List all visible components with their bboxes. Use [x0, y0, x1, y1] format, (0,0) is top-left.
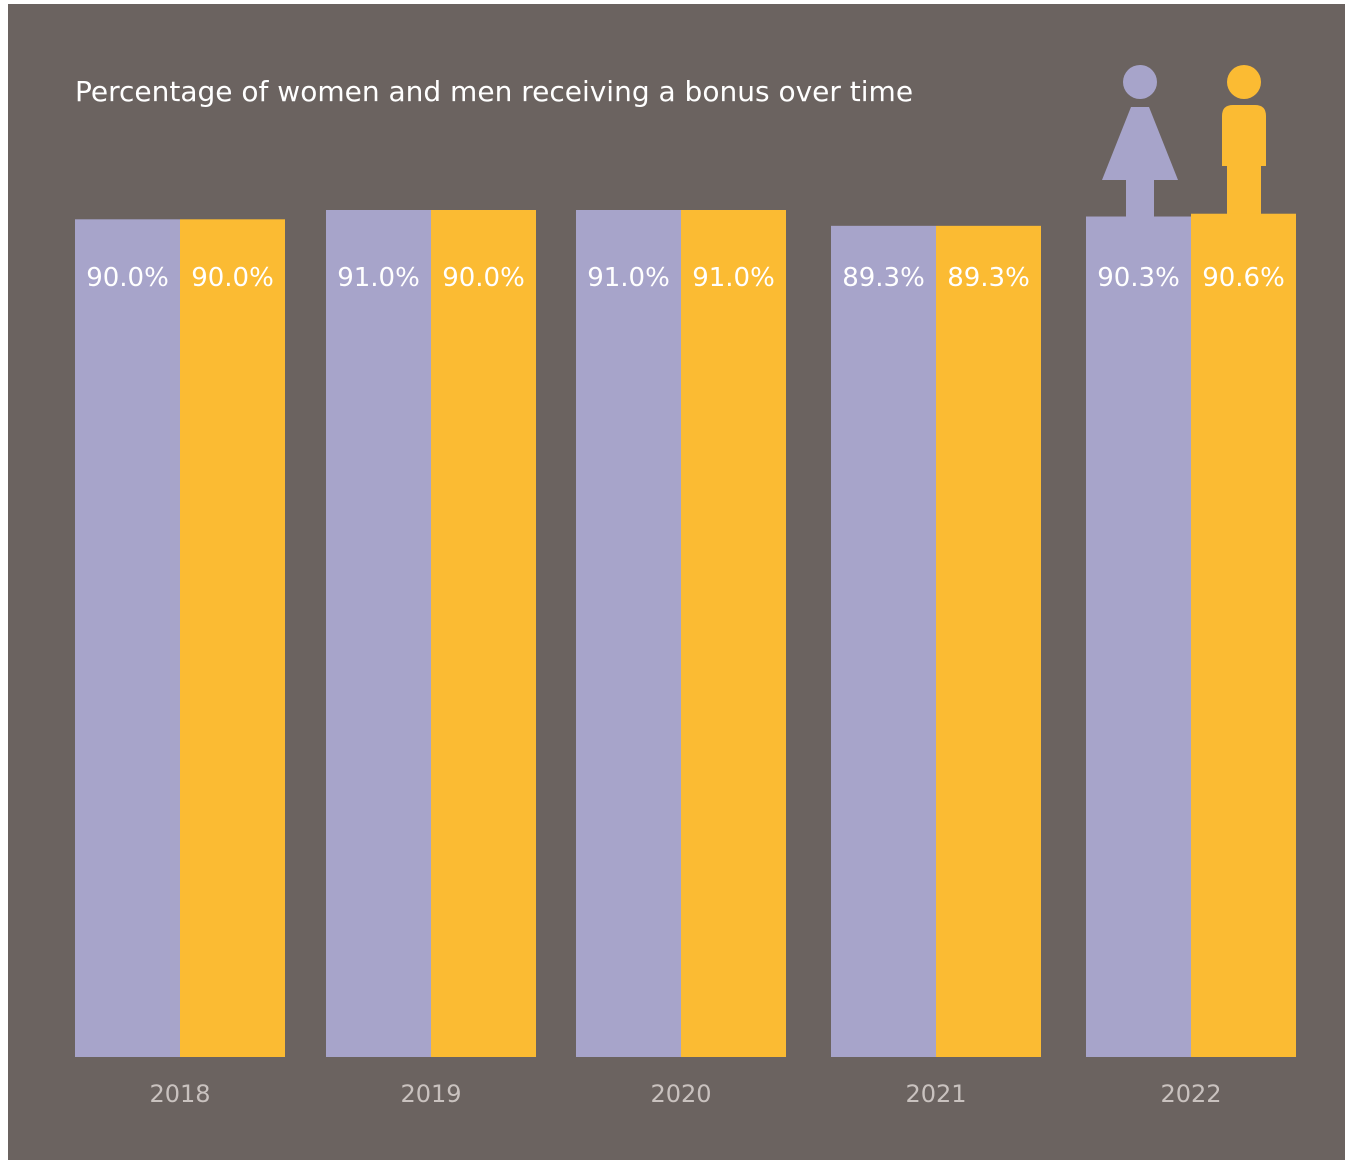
bar-men-2018 [180, 219, 285, 1058]
chart-title: Percentage of women and men receiving a … [75, 75, 913, 108]
x-tick-label-2022: 2022 [1160, 1080, 1221, 1108]
bar-women-2021 [831, 225, 936, 1058]
bar-women-2019 [326, 210, 431, 1057]
bar-men-2021 [936, 225, 1041, 1058]
bar-men-2020 [681, 210, 786, 1057]
bar-label-men-2018: 90.0% [191, 263, 274, 293]
labels-group: 90.0% 90.0% 2018 91.0% 90.0% 2019 91.0% 91.0% 20… [86, 263, 1285, 1108]
bar-label-men-2022: 90.6% [1202, 263, 1285, 293]
bars-group [75, 210, 1296, 1058]
bar-men-2022 [1191, 213, 1296, 1057]
x-tick-label-2019: 2019 [400, 1080, 461, 1108]
chart-svg: Percentage of women and men receiving a … [75, 65, 1296, 1108]
bar-label-men-2021: 89.3% [947, 263, 1030, 293]
chart-panel: Percentage of women and men receiving a … [8, 4, 1345, 1160]
bar-label-women-2019: 91.0% [337, 263, 420, 293]
x-tick-label-2020: 2020 [650, 1080, 711, 1108]
woman-figure-icon [1102, 65, 1178, 218]
bar-label-women-2022: 90.3% [1097, 263, 1180, 293]
bar-women-2018 [75, 219, 180, 1058]
bar-women-2020 [576, 210, 681, 1057]
bar-label-women-2020: 91.0% [587, 263, 670, 293]
bar-men-2019 [431, 210, 536, 1057]
x-tick-label-2018: 2018 [149, 1080, 210, 1108]
bar-label-men-2019: 90.0% [442, 263, 525, 293]
bar-label-women-2021: 89.3% [842, 263, 925, 293]
bar-women-2022 [1086, 216, 1191, 1057]
bar-label-women-2018: 90.0% [86, 263, 169, 293]
bar-label-men-2020: 91.0% [692, 263, 775, 293]
man-figure-icon [1222, 65, 1266, 216]
x-tick-label-2021: 2021 [905, 1080, 966, 1108]
